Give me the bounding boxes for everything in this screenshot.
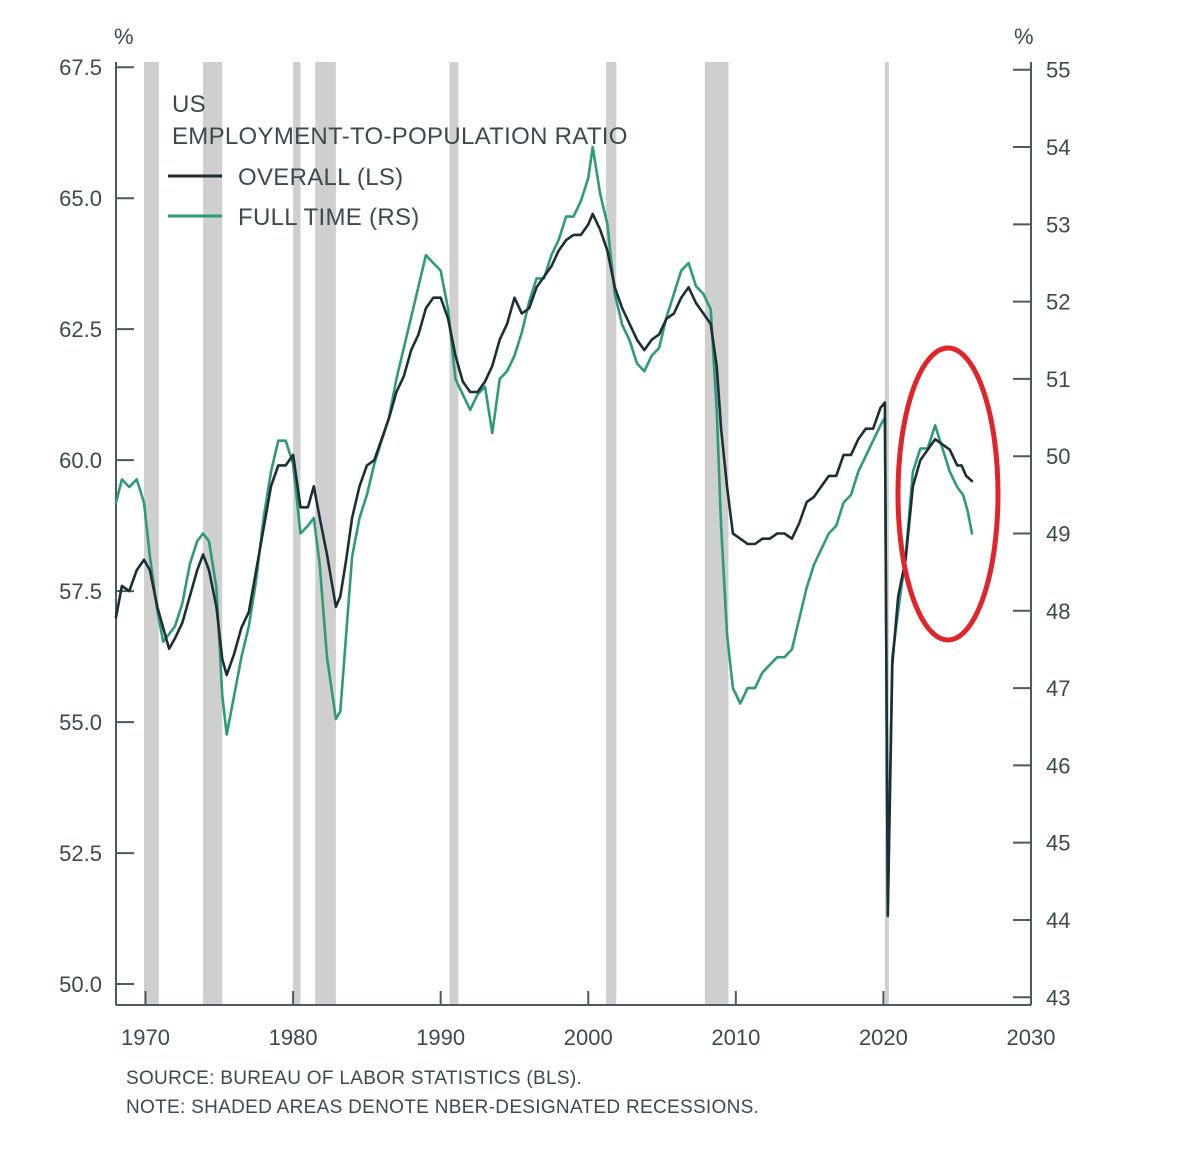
left-tick-label: 62.5: [59, 317, 102, 342]
recession-band: [203, 62, 223, 1005]
right-tick-label: 43: [1046, 985, 1070, 1010]
right-tick-label: 55: [1046, 58, 1070, 83]
right-tick-label: 51: [1046, 367, 1070, 392]
right-tick-label: 52: [1046, 290, 1070, 315]
right-tick-label: 44: [1046, 908, 1070, 933]
left-tick-label: 55.0: [59, 710, 102, 735]
right-tick-label: 49: [1046, 522, 1070, 547]
x-tick-label: 1990: [416, 1025, 465, 1050]
axes: % % 67.5 65.0 62.5 60.0 57.5 55.0 52.5 50.0 55 54 53…: [59, 24, 1070, 1050]
right-tick-label: 46: [1046, 753, 1070, 778]
x-tick-label: 2000: [564, 1025, 613, 1050]
left-tick-label: 60.0: [59, 448, 102, 473]
recession-band: [315, 62, 336, 1005]
right-tick-label: 47: [1046, 676, 1070, 701]
series-lines: [114, 145, 974, 918]
left-tick-label: 67.5: [59, 55, 102, 80]
left-tick-label: 65.0: [59, 186, 102, 211]
series-line-fulltime: [114, 145, 974, 906]
right-tick-label: 54: [1046, 135, 1070, 160]
series-line-overall: [114, 212, 974, 918]
chart-notes: SOURCE: BUREAU OF LABOR STATISTICS (BLS)…: [126, 1064, 759, 1122]
left-tick-label: 52.5: [59, 841, 102, 866]
recession-band: [704, 62, 729, 1005]
recession-note: NOTE: SHADED AREAS DENOTE NBER-DESIGNATE…: [126, 1097, 760, 1118]
x-tick-label: 2010: [711, 1025, 760, 1050]
right-tick-label: 53: [1046, 212, 1070, 237]
recession-band: [293, 62, 301, 1005]
legend-label-overall: OVERALL (LS): [238, 164, 403, 191]
x-tick-label: 1970: [121, 1025, 170, 1050]
x-tick-label: 2030: [1007, 1025, 1056, 1050]
left-tick-label: 50.0: [59, 972, 102, 997]
annotations: [895, 345, 1001, 643]
x-tick-label: 2020: [859, 1025, 908, 1050]
right-tick-label: 48: [1046, 599, 1070, 624]
source-note: SOURCE: BUREAU OF LABOR STATISTICS (BLS)…: [126, 1068, 583, 1089]
recession-band: [144, 62, 159, 1005]
right-unit-label: %: [1014, 24, 1034, 49]
x-tick-label: 1980: [269, 1025, 318, 1050]
recession-band: [605, 62, 617, 1005]
highlight-ellipse: [895, 345, 1001, 643]
left-tick-label: 57.5: [59, 579, 102, 604]
chart-title: US: [172, 91, 206, 118]
legend: US EMPLOYMENT-TO-POPULATION RATIO OVERAL…: [168, 91, 628, 231]
left-unit-label: %: [114, 24, 134, 49]
right-tick-label: 50: [1046, 444, 1070, 469]
recession-bands: [144, 62, 889, 1005]
recession-band: [449, 62, 459, 1005]
right-tick-label: 45: [1046, 831, 1070, 856]
chart-subtitle: EMPLOYMENT-TO-POPULATION RATIO: [172, 123, 628, 150]
legend-label-fulltime: FULL TIME (RS): [238, 204, 420, 231]
